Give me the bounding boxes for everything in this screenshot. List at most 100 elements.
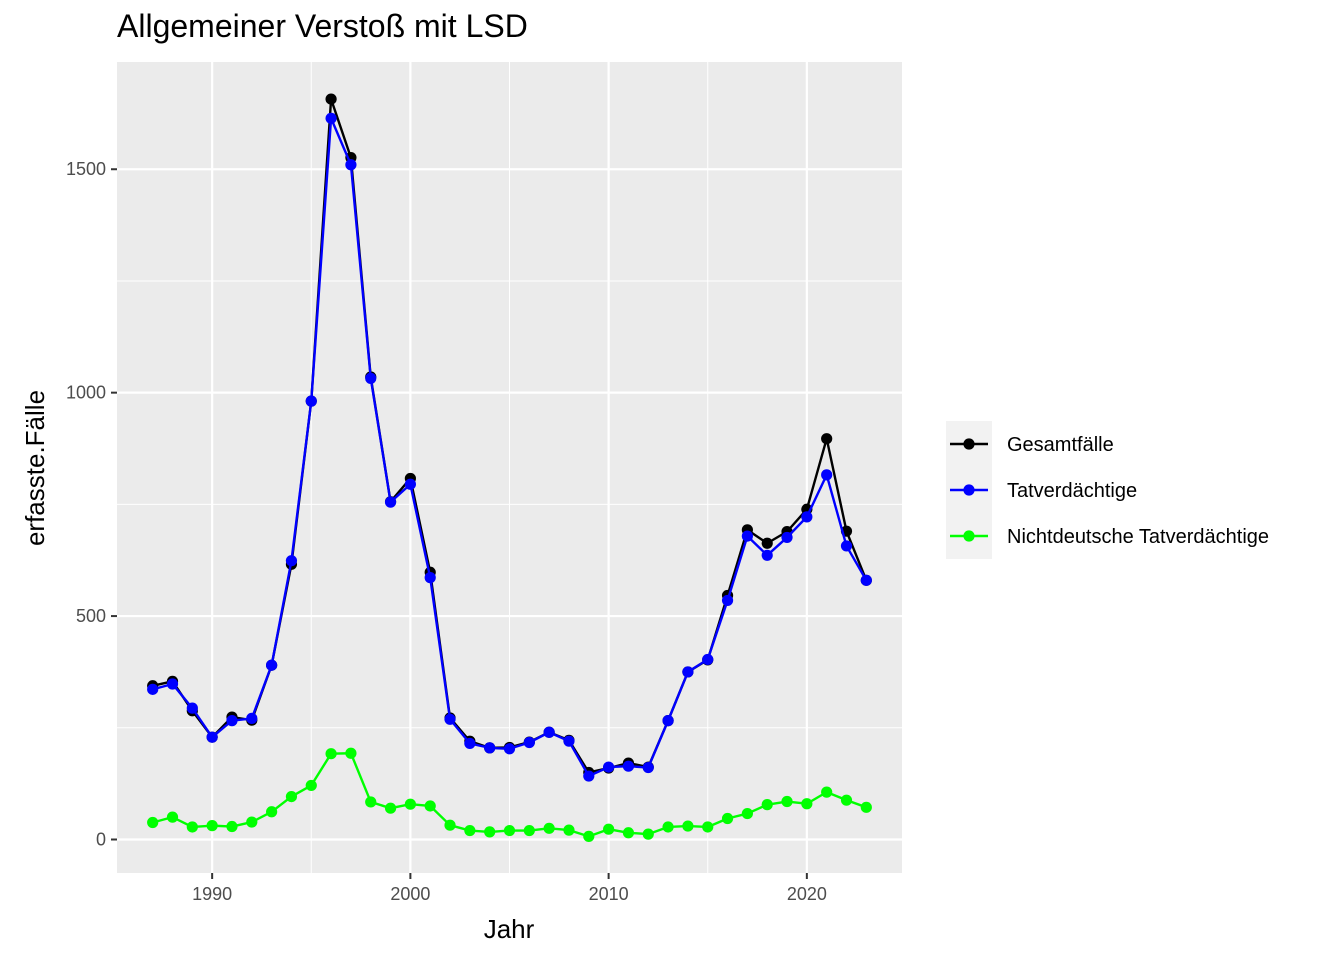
data-point [246,816,258,828]
data-point [503,824,516,837]
data-point [702,821,714,833]
data-point [543,822,555,834]
data-point [622,760,635,772]
data-point [285,790,298,803]
chart-title: Allgemeiner Verstoß mit LSD [117,8,528,44]
data-point [741,530,753,542]
legend-label: Nichtdeutsche Tatverdächtige [1007,526,1269,548]
x-tick-label: 2000 [390,884,430,904]
data-point [206,820,218,832]
data-point [444,713,456,725]
y-axis-title: erfasste.Fälle [20,390,50,546]
data-point [563,735,575,747]
legend-label: Gesamtfälle [1007,434,1114,456]
data-point [583,770,595,782]
data-point [860,574,872,586]
data-point [166,678,179,690]
series-3 [147,747,872,842]
y-tick-label: 500 [76,606,106,626]
data-point [325,748,337,760]
data-point [523,824,535,837]
data-point [345,159,357,171]
legend-key-point [963,484,975,496]
legend-key-point [963,530,975,542]
legend: Gesamtfälle Tatverdächtige Nichtdeutsche T… [946,421,1269,559]
data-point [186,821,198,833]
data-point [305,395,317,407]
axes-layer: 1990 2000 2010 2020 0 500 1000 1500 [66,159,827,904]
data-point [821,469,833,481]
data-point [821,786,833,798]
data-point [404,478,416,490]
data-point [186,702,198,714]
data-point [147,816,159,829]
x-tick-label: 2020 [787,884,827,904]
data-point [464,824,476,837]
data-point [147,683,159,695]
data-point [424,800,436,812]
data-point [860,801,872,813]
y-tick-label: 1000 [66,383,106,403]
data-point [781,795,793,808]
data-point [464,737,476,750]
data-point [721,594,734,607]
data-point [484,742,496,754]
data-point [325,112,337,124]
data-point [266,659,278,671]
y-tick-label: 0 [96,829,106,849]
data-point [365,372,377,384]
series-2 [147,112,872,782]
data-point [384,802,397,814]
y-tick-label: 1500 [66,159,106,179]
data-point [662,821,674,833]
data-point [741,807,753,820]
data-point [840,540,853,552]
data-point [821,433,833,445]
data-point [761,799,773,811]
data-point [761,549,773,561]
data-point [583,830,595,842]
data-point [444,819,456,831]
data-point [503,743,516,755]
data-point [563,824,575,836]
legend-label: Tatverdächtige [1007,480,1137,502]
data-point [682,666,694,678]
x-tick-label: 1990 [192,884,232,904]
data-point [266,806,278,818]
data-point [404,798,416,810]
data-point [603,823,615,835]
data-point [801,511,813,523]
data-point [206,731,218,743]
x-axis-title: Jahr [484,914,535,944]
data-point [543,726,555,738]
data-point [285,555,298,567]
data-point [721,812,734,825]
data-point [345,747,357,759]
data-point [226,715,238,727]
x-tick-label: 2010 [589,884,629,904]
data-point [166,811,179,823]
data-point [622,827,635,839]
data-point [325,93,337,105]
legend-key-point [963,438,975,450]
series-layer [147,93,872,842]
data-point [662,715,674,727]
data-point [603,761,615,773]
data-point [365,796,377,808]
data-point [642,761,654,774]
data-point [781,531,793,544]
data-point [702,653,714,666]
data-point [801,798,813,810]
data-point [484,826,496,838]
data-point [523,736,535,749]
data-point [246,712,258,724]
data-point [226,820,238,833]
data-point [305,779,317,792]
data-point [384,496,397,508]
data-point [761,537,773,549]
data-point [682,820,694,832]
data-point [642,828,654,840]
minor-gridlines [117,62,902,873]
data-point [424,572,436,584]
